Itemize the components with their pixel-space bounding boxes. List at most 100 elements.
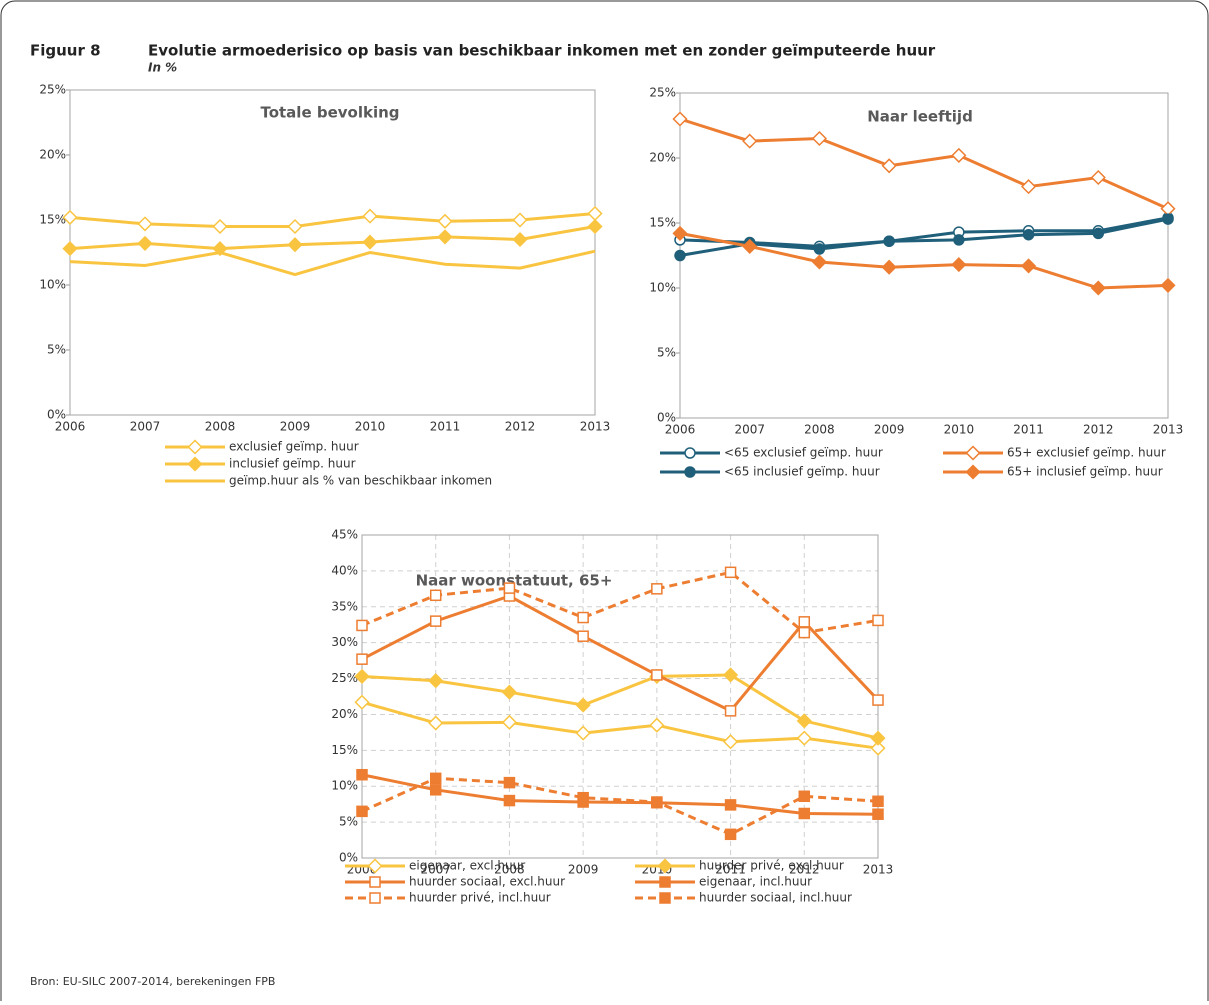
point bbox=[883, 235, 895, 247]
point bbox=[503, 794, 516, 807]
point bbox=[870, 730, 886, 746]
legend-marker bbox=[187, 439, 203, 455]
point bbox=[796, 713, 812, 729]
point bbox=[1090, 169, 1106, 186]
point bbox=[437, 229, 453, 245]
point bbox=[951, 147, 967, 163]
point bbox=[429, 784, 442, 796]
point bbox=[137, 216, 153, 232]
y-tick-label: 25% bbox=[39, 83, 66, 97]
series-line bbox=[361, 570, 879, 635]
figure-title: Evolutie armoederisico op basis van besc… bbox=[148, 42, 936, 60]
point bbox=[651, 796, 663, 808]
legend-marker bbox=[684, 466, 696, 478]
y-tick-label: 10% bbox=[331, 779, 358, 793]
x-tick-label: 2011 bbox=[1013, 423, 1044, 437]
point bbox=[501, 714, 517, 730]
legend-marker bbox=[965, 445, 981, 461]
point bbox=[428, 673, 444, 689]
series-line bbox=[361, 594, 880, 713]
point bbox=[798, 616, 811, 628]
x-tick-label: 2009 bbox=[280, 420, 311, 434]
y-tick-label: 0% bbox=[657, 411, 676, 425]
point bbox=[742, 238, 758, 254]
point bbox=[429, 589, 442, 602]
x-tick-label: 2006 bbox=[665, 423, 696, 437]
point bbox=[1021, 179, 1037, 195]
x-tick-label: 2012 bbox=[789, 863, 820, 877]
x-tick-label: 2008 bbox=[494, 863, 525, 877]
legend-marker bbox=[684, 447, 696, 459]
point bbox=[723, 667, 739, 683]
legend-marker bbox=[367, 858, 383, 874]
point bbox=[356, 619, 368, 632]
point bbox=[575, 697, 591, 713]
x-tick-label: 2013 bbox=[1153, 423, 1184, 437]
y-tick-label: 0% bbox=[47, 408, 66, 422]
point bbox=[428, 715, 444, 731]
x-tick-label: 2013 bbox=[580, 420, 611, 434]
point bbox=[1021, 258, 1037, 274]
chart-title: Naar woonstatuut, 65+ bbox=[416, 572, 613, 590]
y-tick-label: 15% bbox=[649, 216, 676, 230]
y-tick-label: 25% bbox=[649, 86, 676, 100]
series-line bbox=[679, 231, 1169, 290]
point bbox=[503, 776, 516, 789]
point bbox=[1160, 201, 1176, 217]
legend-label: <65 inclusief geïmp. huur bbox=[724, 465, 880, 479]
point bbox=[1022, 228, 1035, 241]
y-tick-label: 5% bbox=[47, 343, 66, 357]
x-tick-label: 2009 bbox=[874, 423, 905, 437]
chart-title: Totale bevolking bbox=[260, 104, 399, 122]
point bbox=[870, 740, 886, 756]
y-tick-label: 15% bbox=[331, 743, 358, 757]
point bbox=[796, 730, 812, 746]
y-tick-label: 15% bbox=[39, 213, 66, 227]
point bbox=[724, 705, 737, 717]
point bbox=[811, 254, 827, 270]
point bbox=[798, 807, 811, 820]
series-line bbox=[361, 776, 879, 836]
series-line bbox=[361, 773, 879, 816]
series-line bbox=[679, 117, 1169, 211]
series-line bbox=[361, 700, 879, 750]
point bbox=[512, 212, 528, 228]
x-tick-label: 2008 bbox=[804, 423, 835, 437]
x-tick-label: 2007 bbox=[734, 423, 765, 437]
point bbox=[672, 225, 688, 241]
legend-marker bbox=[659, 876, 671, 888]
x-tick-label: 2011 bbox=[715, 863, 746, 877]
point bbox=[437, 213, 453, 229]
x-tick-label: 2008 bbox=[205, 420, 236, 434]
y-tick-label: 40% bbox=[331, 563, 358, 577]
point bbox=[575, 725, 591, 741]
point bbox=[287, 237, 303, 253]
point bbox=[212, 218, 228, 235]
x-tick-label: 2011 bbox=[430, 420, 461, 434]
point bbox=[651, 669, 663, 681]
legend-label: geïmp.huur als % van beschikbaar inkomen bbox=[229, 474, 492, 488]
legend-label: huurder sociaal, incl.huur bbox=[699, 891, 852, 905]
point bbox=[672, 111, 688, 127]
point bbox=[1090, 280, 1106, 296]
point bbox=[362, 234, 378, 250]
y-tick-label: 5% bbox=[657, 346, 676, 360]
legend-label: 65+ inclusief geïmp. huur bbox=[1007, 465, 1163, 479]
point bbox=[577, 630, 589, 642]
legend-label: eigenaar, incl.huur bbox=[699, 875, 812, 889]
point bbox=[798, 790, 811, 803]
figure-subtitle: In % bbox=[148, 61, 177, 75]
y-tick-label: 20% bbox=[331, 707, 358, 721]
point bbox=[742, 133, 758, 149]
x-tick-label: 2012 bbox=[505, 420, 536, 434]
y-tick-label: 25% bbox=[331, 671, 358, 685]
figure-label: Figuur 8 bbox=[30, 42, 101, 60]
point bbox=[872, 694, 884, 706]
x-tick-label: 2010 bbox=[355, 420, 386, 434]
point bbox=[872, 614, 884, 627]
point bbox=[813, 243, 826, 255]
point bbox=[953, 234, 965, 246]
source: Bron: EU-SILC 2007-2014, berekeningen FP… bbox=[30, 975, 275, 988]
y-tick-label: 30% bbox=[331, 635, 358, 649]
